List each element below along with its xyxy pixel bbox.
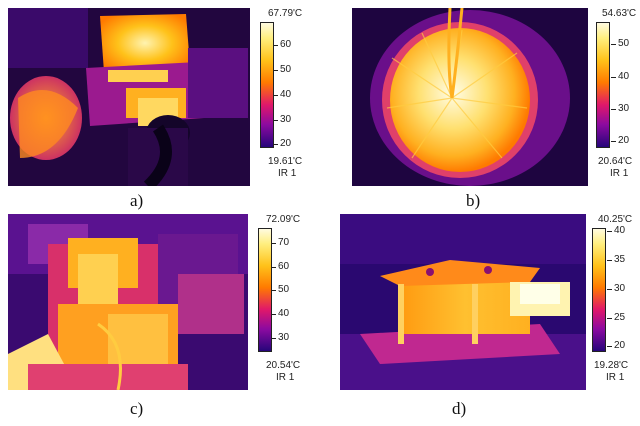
ir-label: IR 1 — [610, 168, 629, 179]
scale-tick-label: 40 — [278, 308, 290, 319]
ir-label: IR 1 — [606, 372, 625, 383]
color-scale-c: 72.09'C 70 60 50 40 30 20.54'C IR 1 — [256, 214, 328, 390]
scale-tick-label: 35 — [614, 254, 626, 265]
scale-tick-label: 40 — [280, 89, 292, 100]
scale-tick-label: 50 — [280, 64, 292, 75]
caption-c: c) — [130, 399, 144, 418]
thermal-image-a — [8, 8, 250, 186]
scale-max-label: 54.63'C — [602, 8, 637, 19]
scale-tick-label: 50 — [618, 38, 630, 49]
thermal-image-c — [8, 214, 248, 390]
scale-tick-label: 60 — [280, 39, 292, 50]
scale-tick-label: 20 — [614, 340, 626, 351]
scale-min-label: 20.54'C — [266, 360, 301, 371]
scale-min-label: 19.28'C — [594, 360, 629, 371]
scale-tick-label: 30 — [618, 103, 630, 114]
scale-tick-label: 40 — [618, 71, 630, 82]
color-scale-bar — [258, 228, 272, 352]
color-scale-bar — [260, 22, 274, 148]
scale-tick-label: 30 — [614, 283, 626, 294]
scale-max-label: 40.25'C — [598, 214, 633, 225]
scale-tick-label: 50 — [278, 284, 290, 295]
scale-max-label: 72.09'C — [266, 214, 301, 225]
thermal-image-b — [352, 8, 588, 186]
color-scale-d: 40.25'C 40 35 30 25 20 19.28'C IR 1 — [592, 214, 640, 390]
caption-a: a) — [130, 191, 144, 210]
color-scale-bar — [592, 228, 606, 352]
ir-label: IR 1 — [278, 168, 297, 179]
scale-max-label: 67.79'C — [268, 8, 303, 19]
color-scale-b: 54.63'C 50 40 30 20 20.64'C IR 1 — [596, 8, 640, 186]
scale-tick-label: 70 — [278, 237, 290, 248]
color-scale-bar — [596, 22, 610, 148]
scale-tick-label: 30 — [278, 332, 290, 343]
thermal-image-d — [340, 214, 586, 390]
scale-tick-label: 30 — [280, 114, 292, 125]
scale-tick-label: 40 — [614, 225, 626, 236]
scale-min-label: 20.64'C — [598, 156, 633, 167]
scale-tick-label: 60 — [278, 261, 290, 272]
color-scale-a: 67.79'C 60 50 40 30 20 19.61'C IR 1 — [258, 8, 330, 186]
scale-tick-label: 20 — [618, 135, 630, 146]
scale-tick-label: 20 — [280, 138, 292, 149]
caption-b: b) — [466, 191, 481, 210]
caption-d: d) — [452, 399, 467, 418]
scale-tick-label: 25 — [614, 312, 626, 323]
scale-min-label: 19.61'C — [268, 156, 303, 167]
ir-label: IR 1 — [276, 372, 295, 383]
